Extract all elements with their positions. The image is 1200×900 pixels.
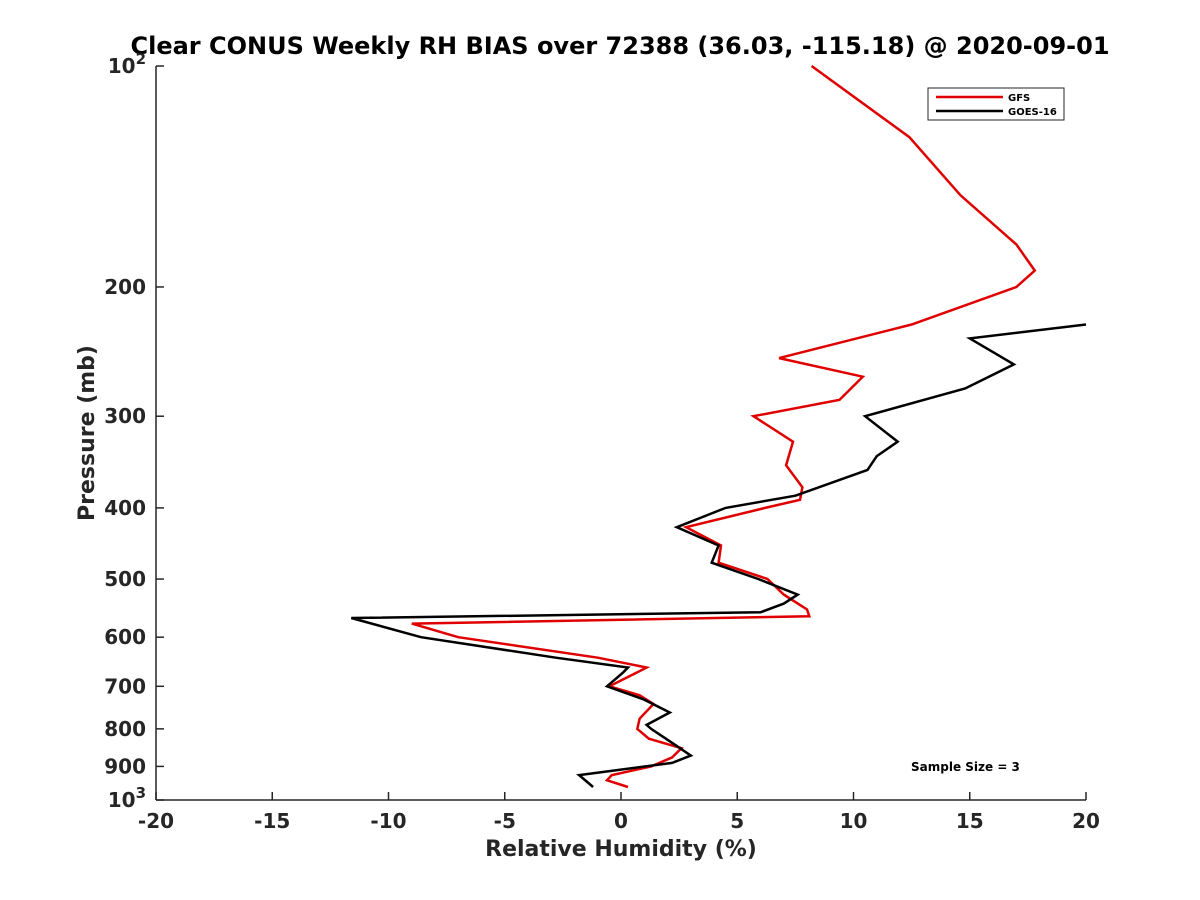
x-ticks: -20 -15 -10 -5 0 5 10 15 20 xyxy=(138,792,1100,833)
x-tick-label: 5 xyxy=(730,809,744,833)
legend-box xyxy=(927,87,1065,121)
series-layer xyxy=(350,64,1087,789)
chart-title: Clear CONUS Weekly RH BIAS over 72388 (3… xyxy=(130,32,1109,60)
x-tick-label: -15 xyxy=(254,809,290,833)
y-tick-label: 700 xyxy=(104,674,146,698)
y-tick-label: 103 xyxy=(108,784,146,812)
legend-label-gfs: GFS xyxy=(1008,93,1030,104)
y-tick-label: 900 xyxy=(104,754,146,778)
x-tick-label: 20 xyxy=(1072,809,1100,833)
legend: GFS GOES-16 xyxy=(927,87,1065,121)
y-tick-exponent: 2 xyxy=(136,50,146,68)
x-tick-label: 10 xyxy=(840,809,868,833)
x-tick-label: 15 xyxy=(956,809,984,833)
y-tick-base: 10 xyxy=(108,788,136,812)
y-tick-label: 800 xyxy=(104,717,146,741)
x-tick-label: -20 xyxy=(138,809,174,833)
y-tick-exponent: 3 xyxy=(136,784,146,802)
y-axis-label: Pressure (mb) xyxy=(75,345,100,521)
y-tick-base: 10 xyxy=(108,54,136,78)
sample-size-annotation: Sample Size = 3 xyxy=(911,760,1020,774)
y-tick-label: 102 xyxy=(108,50,146,78)
y-tick-label: 600 xyxy=(104,625,146,649)
y-tick-label: 500 xyxy=(104,567,146,591)
x-tick-label: -5 xyxy=(494,809,516,833)
x-tick-label: 0 xyxy=(614,809,628,833)
x-tick-label: -10 xyxy=(370,809,406,833)
x-axis-label: Relative Humidity (%) xyxy=(485,837,757,862)
legend-label-goes16: GOES-16 xyxy=(1008,107,1057,118)
y-tick-label: 400 xyxy=(104,496,146,520)
series-line-goes16 xyxy=(350,323,1087,788)
y-tick-label: 200 xyxy=(104,275,146,299)
y-tick-label: 300 xyxy=(104,404,146,428)
series-line-gfs xyxy=(411,64,1037,789)
